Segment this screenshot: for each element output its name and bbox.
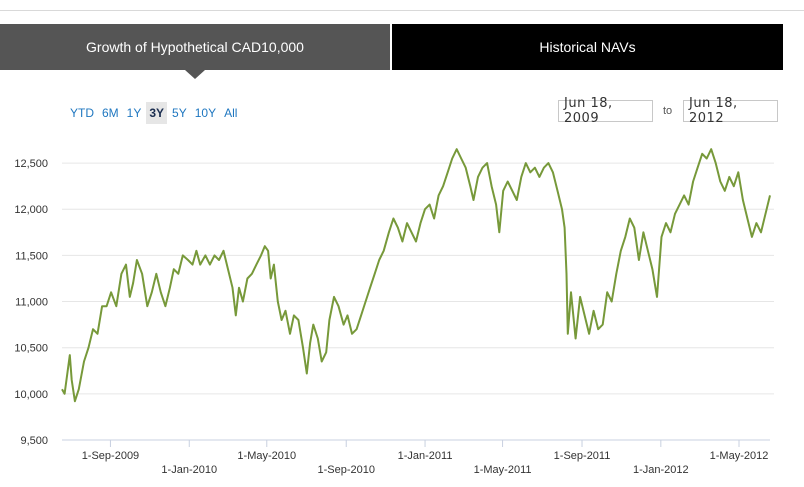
tab-growth[interactable]: Growth of Hypothetical CAD10,000 xyxy=(0,24,390,79)
y-tick-label: 10,000 xyxy=(14,389,48,401)
top-divider xyxy=(0,10,804,11)
y-axis: 9,500 10,000 10,500 11,000 11,500 12,000 12,50… xyxy=(14,158,48,447)
range-button-1y[interactable]: 1Y xyxy=(126,106,142,120)
range-button-ytd[interactable]: YTD xyxy=(70,106,94,120)
x-tick-label: 1-Sep-2009 xyxy=(82,450,140,462)
x-tick-label: 1-Jan-2012 xyxy=(633,464,689,476)
x-tick-label: 1-May-2012 xyxy=(710,450,769,462)
range-selector: YTD 6M 1Y 3Y 5Y 10Y All xyxy=(67,102,242,124)
y-tick-label: 12,000 xyxy=(14,204,48,216)
chart-series xyxy=(61,148,771,403)
active-tab-caret-icon xyxy=(185,70,205,79)
x-tick-label: 1-Jan-2010 xyxy=(161,464,217,476)
range-button-10y[interactable]: 10Y xyxy=(194,106,217,120)
y-tick-label: 11,000 xyxy=(15,297,48,309)
range-button-6m[interactable]: 6M xyxy=(102,106,119,120)
range-button-5y[interactable]: 5Y xyxy=(172,106,187,120)
tab-historical-navs[interactable]: Historical NAVs xyxy=(392,24,783,70)
series-line xyxy=(61,148,771,403)
x-tick-label: 1-Sep-2011 xyxy=(554,450,611,462)
x-tick-label: 1-Sep-2010 xyxy=(317,464,375,476)
y-tick-label: 9,500 xyxy=(20,435,48,447)
x-tick-label: 1-May-2011 xyxy=(474,464,532,476)
tab-growth-label: Growth of Hypothetical CAD10,000 xyxy=(86,39,304,55)
range-button-all[interactable]: All xyxy=(224,106,238,120)
tab-historical-navs-label: Historical NAVs xyxy=(539,39,636,55)
y-tick-label: 10,500 xyxy=(14,343,48,355)
x-tick-label: 1-Jan-2011 xyxy=(398,450,453,462)
y-tick-label: 12,500 xyxy=(14,158,48,170)
y-tick-label: 11,500 xyxy=(15,250,48,262)
chart-gridlines xyxy=(62,162,774,395)
x-axis: 1-Sep-2009 1-Jan-2010 1-May-2010 1-Sep-2010… xyxy=(62,439,770,476)
x-tick-label: 1-May-2010 xyxy=(237,450,296,462)
to-label: to xyxy=(663,105,673,117)
range-button-3y[interactable]: 3Y xyxy=(146,102,168,124)
